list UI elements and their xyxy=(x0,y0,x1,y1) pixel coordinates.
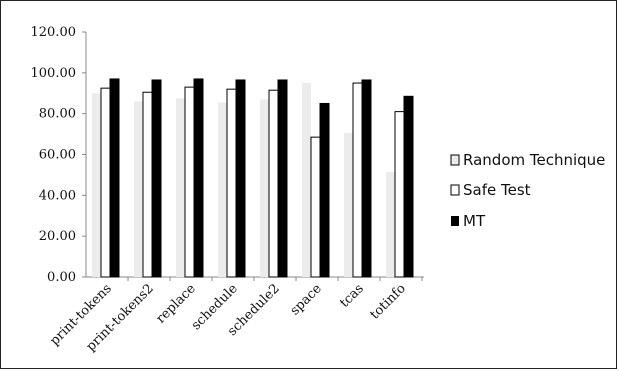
y-tick-label: 120.00 xyxy=(31,25,77,40)
x-tick-label: space xyxy=(288,281,325,318)
legend-label: Safe Test xyxy=(463,181,531,199)
legend-label: Random Technique xyxy=(463,151,605,169)
y-tick-label: 40.00 xyxy=(39,188,76,203)
bar-random-technique-schedule xyxy=(218,102,227,277)
y-tick-label: 20.00 xyxy=(39,229,76,244)
x-tick-label: totinfo xyxy=(367,281,408,322)
y-tick-label: 80.00 xyxy=(39,107,76,122)
bar-safe-test-print-tokens xyxy=(100,87,111,278)
bar-random-technique-replace xyxy=(176,98,185,278)
bar-random-technique-space xyxy=(302,83,311,278)
bar-safe-test-schedule2 xyxy=(268,89,279,278)
bar-safe-test-schedule xyxy=(226,88,237,278)
bar-mt-totinfo xyxy=(403,95,414,278)
bar-safe-test-print-tokens2 xyxy=(142,91,153,278)
bar-random-technique-tcas xyxy=(344,133,353,277)
bar-mt-schedule2 xyxy=(277,79,288,278)
bar-safe-test-totinfo xyxy=(394,111,405,278)
bar-safe-test-space xyxy=(310,136,321,278)
x-tick-label: tcas xyxy=(337,281,367,311)
bar-mt-tcas xyxy=(361,79,372,278)
bar-mt-print-tokens2 xyxy=(151,79,162,278)
y-tick-label: 100.00 xyxy=(31,66,77,81)
bar-mt-print-tokens xyxy=(109,78,120,278)
y-tick-label: 0.00 xyxy=(47,270,76,285)
legend: Random Technique Safe Test MT xyxy=(450,151,605,230)
bar-mt-schedule xyxy=(235,79,246,278)
bar-mt-space xyxy=(319,102,330,278)
legend-swatch-safe-test xyxy=(450,184,460,196)
legend-label: MT xyxy=(463,212,486,230)
bar-safe-test-replace xyxy=(184,86,195,278)
bar-safe-test-tcas xyxy=(352,82,363,278)
legend-swatch-random-technique xyxy=(450,154,460,166)
bar-random-technique-print-tokens xyxy=(92,93,101,277)
bar-random-technique-schedule2 xyxy=(260,99,269,277)
bar-random-technique-print-tokens2 xyxy=(134,101,143,278)
bar-random-technique-totinfo xyxy=(386,171,395,277)
y-tick-label: 60.00 xyxy=(39,148,76,163)
bar-mt-replace xyxy=(193,78,204,278)
plot-area: 0.0020.0040.0060.0080.00100.00120.00prin… xyxy=(31,25,424,354)
legend-swatch-mt xyxy=(451,216,459,226)
